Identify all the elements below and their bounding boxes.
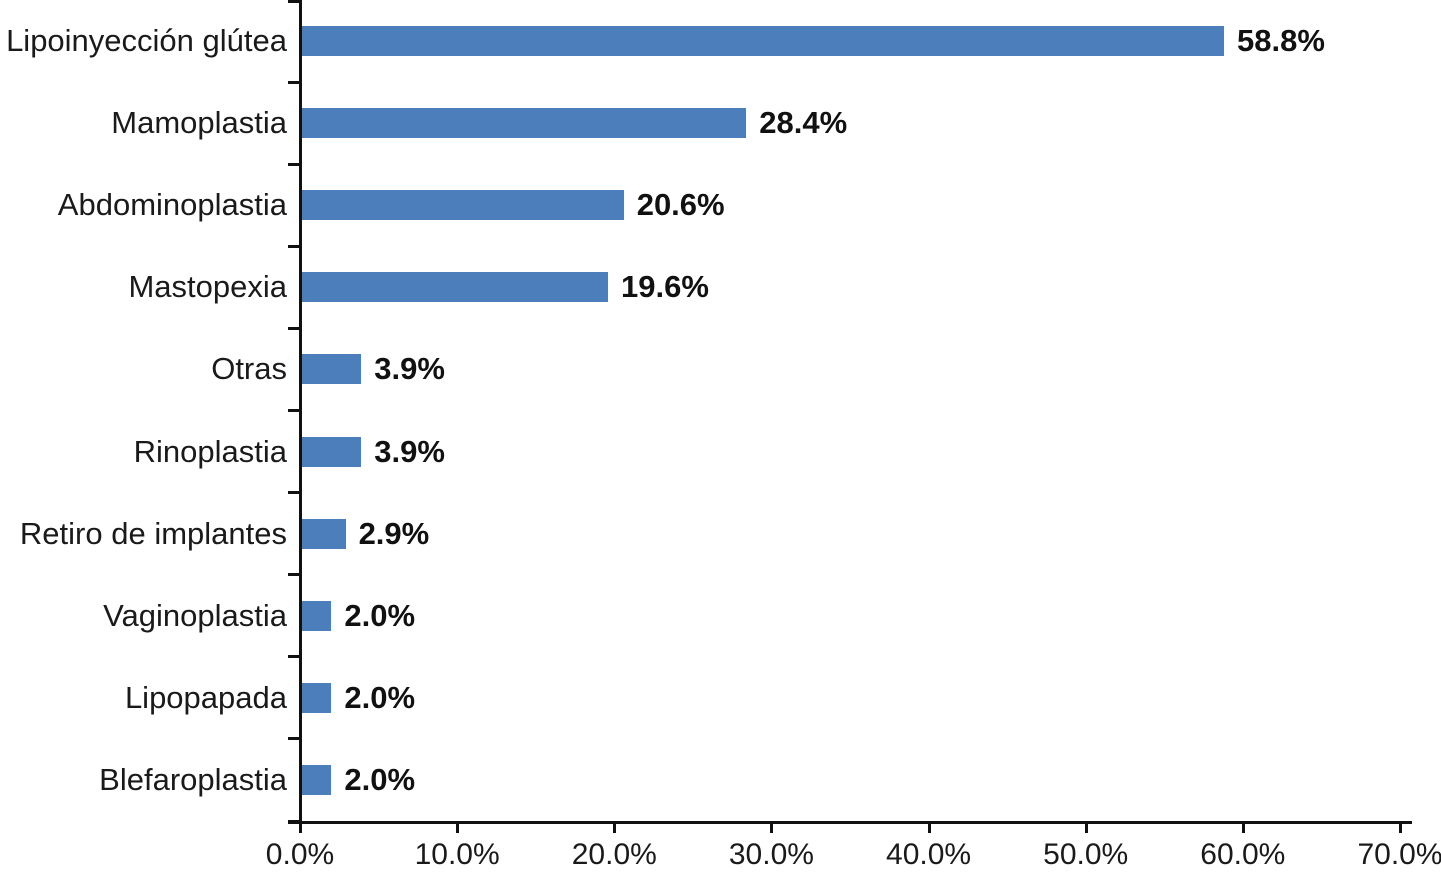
value-label: 2.0% <box>344 597 416 633</box>
category-label: Retiro de implantes <box>19 515 287 551</box>
y-axis-tick <box>288 80 300 84</box>
bar <box>300 108 747 139</box>
value-label: 2.0% <box>344 679 416 715</box>
y-axis-tick <box>288 244 300 248</box>
category-label: Lipopapada <box>124 679 287 715</box>
category-label: Blefaroplastia <box>99 761 287 797</box>
x-axis-tick <box>1399 821 1402 833</box>
x-axis-tick-label: 0.0% <box>265 838 335 871</box>
y-axis-tick <box>288 737 300 741</box>
bar <box>300 26 1224 57</box>
x-axis-tick <box>299 821 302 833</box>
bar <box>300 190 624 221</box>
bar <box>300 272 608 303</box>
bar <box>300 436 362 467</box>
y-axis-tick <box>288 0 300 3</box>
y-axis-tick <box>288 326 300 330</box>
category-label: Lipoinyección glútea <box>6 23 287 58</box>
x-axis-tick-label: 20.0% <box>571 838 657 871</box>
value-label: 58.8% <box>1237 23 1325 58</box>
x-axis-tick <box>456 821 460 833</box>
bar <box>300 354 362 385</box>
bar <box>300 518 346 549</box>
bar <box>300 682 332 713</box>
value-label: 3.9% <box>374 433 445 469</box>
value-label: 2.9% <box>358 515 430 551</box>
x-axis-tick-label: 30.0% <box>728 838 814 871</box>
value-label: 20.6% <box>636 187 725 223</box>
y-axis-tick <box>288 409 300 412</box>
value-label: 19.6% <box>621 269 709 305</box>
x-axis-tick <box>613 821 617 833</box>
value-label: 2.0% <box>344 761 416 797</box>
x-axis-tick-label: 10.0% <box>414 838 500 871</box>
y-axis-tick <box>288 819 300 823</box>
category-label: Otras <box>211 351 287 387</box>
category-label: Rinoplastia <box>133 433 287 469</box>
x-axis-line <box>288 821 1412 824</box>
x-axis-tick-label: 50.0% <box>1043 838 1129 871</box>
bar <box>300 764 332 795</box>
x-axis-tick <box>770 821 774 833</box>
x-axis-tick-label: 70.0% <box>1357 838 1441 871</box>
bar <box>300 600 332 631</box>
category-label: Mastopexia <box>128 269 287 305</box>
y-axis-line <box>299 0 302 833</box>
x-axis-tick <box>927 821 931 833</box>
x-axis-tick <box>1084 821 1088 833</box>
y-axis-tick <box>288 491 300 495</box>
y-axis-tick <box>288 573 300 577</box>
x-axis-tick-label: 60.0% <box>1200 838 1286 871</box>
value-label: 28.4% <box>759 105 848 141</box>
category-label: Abdominoplastia <box>57 187 287 223</box>
y-axis-tick <box>288 655 300 659</box>
y-axis-tick <box>288 162 300 166</box>
category-label: Mamoplastia <box>111 105 287 141</box>
x-axis-tick-label: 40.0% <box>886 838 972 871</box>
category-label: Vaginoplastia <box>103 597 287 633</box>
x-axis-tick <box>1241 821 1245 833</box>
value-label: 3.9% <box>374 351 445 387</box>
